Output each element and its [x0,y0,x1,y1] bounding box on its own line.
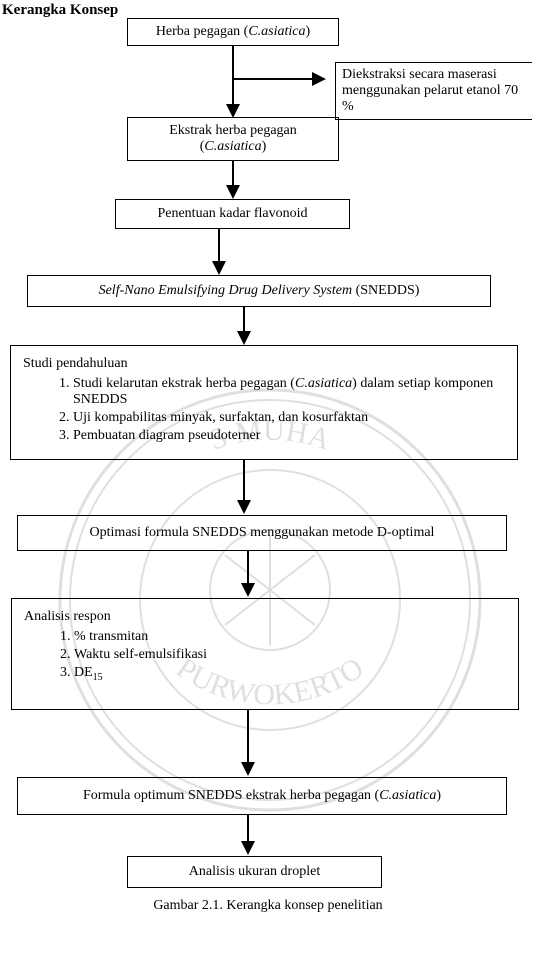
box8-italic: C.asiatica [379,788,436,803]
figure-caption: Gambar 2.1. Kerangka konsep penelitian [118,898,418,914]
node-formula-optimum: Formula optimum SNEDDS ekstrak herba peg… [17,777,507,815]
node-analisis-droplet: Analisis ukuran droplet [127,856,382,888]
box2-line1: Ekstrak herba pegagan [136,123,330,139]
box5-item1-italic: C.asiatica [295,376,352,391]
arrow [232,46,234,106]
box1-text-end: ) [306,24,311,39]
box7-title: Analisis respon [24,609,506,625]
node-studi-pendahuluan: Studi pendahuluan Studi kelarutan ekstra… [10,345,518,460]
node-snedds: Self-Nano Emulsifying Drug Delivery Syst… [27,275,491,307]
list-item: Pembuatan diagram pseudoterner [73,428,505,444]
list-item: Waktu self-emulsifikasi [74,647,506,663]
box2-line2-end: ) [262,139,267,154]
box1-text: Herba pegagan ( [156,24,249,39]
arrow-head [241,841,255,855]
box3-text: Penentuan kadar flavonoid [124,206,341,222]
arrow [232,161,234,187]
arrow [243,307,245,333]
list-item: Uji kompabilitas minyak, surfaktan, dan … [73,410,505,426]
arrow-head [241,762,255,776]
list-item: Studi kelarutan ekstrak herba pegagan (C… [73,376,505,408]
box8-text-b: ) [436,788,441,803]
node-analisis-respon: Analisis respon % transmitan Waktu self-… [11,598,519,710]
list-item: % transmitan [74,629,506,645]
arrow-h [232,78,312,80]
arrow-head [237,500,251,514]
node-optimasi: Optimasi formula SNEDDS menggunakan meto… [17,515,507,551]
box9-text: Analisis ukuran droplet [136,864,373,880]
box4-italic: Self-Nano Emulsifying Drug Delivery Syst… [99,283,353,298]
arrow-head [226,185,240,199]
arrow-head [241,583,255,597]
page-title: Kerangka Konsep [2,2,118,19]
box6-text: Optimasi formula SNEDDS menggunakan meto… [26,525,498,541]
box7-item3-sub: 15 [93,672,103,683]
box5-title: Studi pendahuluan [23,356,505,372]
box7-item3-a: DE [74,665,93,680]
list-item: DE15 [74,665,506,683]
node-herba-pegagan: Herba pegagan (C.asiatica) [127,18,339,46]
box1-italic: C.asiatica [248,24,305,39]
arrow [247,815,249,843]
arrow-head [212,261,226,275]
arrow-head [226,104,240,118]
side-note-line1: Diekstraksi secara maserasi [342,67,526,83]
arrow-head-right [312,72,326,86]
arrow-head [237,331,251,345]
box8-text-a: Formula optimum SNEDDS ekstrak herba peg… [83,788,379,803]
arrow [247,710,249,764]
arrow [247,551,249,585]
side-note-line3: % [342,99,526,115]
arrow [218,229,220,263]
arrow [243,460,245,502]
side-note: Diekstraksi secara maserasi menggunakan … [335,62,532,120]
node-penentuan-kadar: Penentuan kadar flavonoid [115,199,350,229]
side-note-line2: menggunakan pelarut etanol 70 [342,83,526,99]
box2-italic: C.asiatica [204,139,261,154]
box5-item1-a: Studi kelarutan ekstrak herba pegagan ( [73,376,295,391]
node-ekstrak: Ekstrak herba pegagan (C.asiatica) [127,117,339,161]
box4-plain: (SNEDDS) [352,283,419,298]
